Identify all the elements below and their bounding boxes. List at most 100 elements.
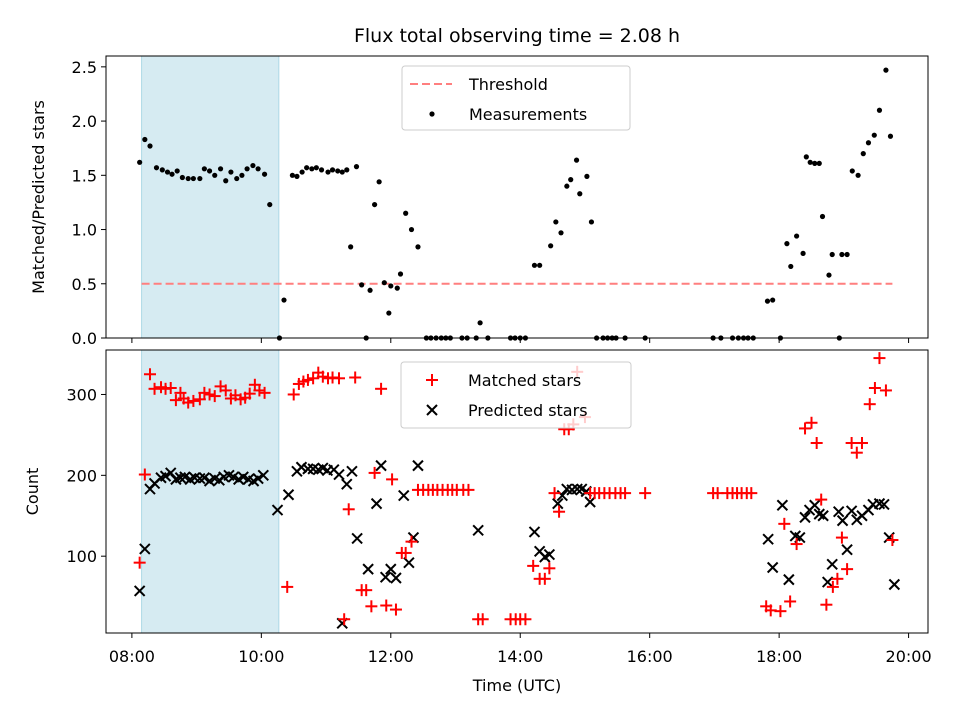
y-tick-label: 1.5 [72, 166, 97, 185]
figure-title: Flux total observing time = 2.08 h [354, 25, 680, 47]
predicted-point [333, 468, 345, 481]
x-stroke [412, 459, 424, 472]
x-stroke [873, 497, 886, 510]
y-tick-label: 2.5 [72, 58, 97, 77]
predicted-point [412, 459, 424, 472]
matched-point [187, 394, 200, 407]
predicted-point [351, 532, 363, 545]
measurement-point [153, 165, 160, 171]
x-axis-label: Time (UTC) [472, 676, 561, 695]
count-legend-box [400, 361, 632, 429]
measurement-point [564, 183, 570, 189]
predicted-point [878, 498, 890, 511]
measurement-point [353, 164, 360, 170]
ratio-y-axis-label: Matched/Predicted stars [29, 100, 48, 294]
x-stroke [776, 499, 789, 511]
measurement-point [228, 169, 234, 175]
x-tick-label: 20:00 [886, 647, 932, 666]
matched-point [368, 466, 381, 479]
measurement-point [381, 280, 387, 286]
count-axes-frame [105, 349, 929, 634]
x-stroke [362, 563, 374, 575]
matched-point [148, 382, 161, 395]
matched-point [342, 503, 355, 516]
predicted-point [198, 472, 211, 484]
measurement-point [800, 250, 806, 256]
x-stroke [821, 576, 834, 588]
measurement-point [206, 168, 213, 174]
matched-point [380, 599, 393, 612]
predicted-point [552, 497, 564, 510]
measurement-point [477, 320, 483, 326]
measurement-point [169, 171, 175, 177]
predicted-point [584, 496, 596, 508]
matched-point [389, 603, 402, 616]
measurement-point [588, 219, 595, 225]
x-stroke [346, 465, 358, 477]
x-stroke [809, 499, 821, 511]
measurement-point [147, 143, 153, 149]
x-stroke [379, 571, 392, 583]
matched-point [198, 386, 211, 399]
x-stroke [426, 404, 438, 416]
x-stroke [341, 478, 353, 490]
measurement-point [164, 169, 171, 175]
matched-point [820, 598, 833, 611]
predicted-point [571, 483, 583, 495]
measurement-point [816, 160, 822, 166]
matched-point [553, 505, 566, 518]
measurement-point [807, 159, 813, 165]
x-stroke [242, 473, 255, 486]
predicted-point [282, 489, 295, 501]
y-tick-label: 0.5 [72, 275, 97, 294]
y-tick-label: 0.0 [72, 329, 97, 348]
matched-point [805, 416, 818, 429]
x-stroke [845, 505, 858, 517]
x-stroke [398, 489, 410, 502]
x-stroke [198, 472, 211, 484]
ratio-axes-frame [105, 55, 929, 339]
matched-point [169, 394, 182, 407]
measurement-point [376, 179, 382, 185]
matched-point [538, 572, 551, 585]
matched-point [619, 487, 632, 500]
measurement-point [318, 167, 325, 173]
matched-point [855, 436, 868, 449]
predicted-point [341, 478, 353, 490]
x-stroke [271, 504, 284, 516]
x-tick-label: 18:00 [756, 647, 802, 666]
matched-point [845, 436, 858, 449]
predicted-point [271, 504, 284, 516]
matched-point [360, 584, 373, 597]
measurement-point [137, 159, 143, 165]
matched-point [543, 562, 556, 575]
matched-point [863, 398, 876, 411]
measurement-point [250, 162, 256, 169]
matched-point [365, 600, 378, 613]
x-stroke [257, 469, 269, 482]
measurement-point [359, 282, 365, 288]
matched-point [745, 487, 758, 500]
x-stroke [817, 510, 829, 522]
matched-point [144, 368, 157, 381]
measurement-point [339, 169, 345, 175]
x-stroke [307, 463, 319, 475]
predicted-point [472, 524, 484, 537]
measurement-point [185, 175, 191, 182]
legend-matched-swatch [426, 374, 438, 386]
predicted-point [375, 459, 387, 472]
ratio-panel: 0.0 0.5 1.0 1.5 2.0 2.5 Matched/Predicted sta… [29, 55, 929, 348]
x-stroke [826, 558, 838, 570]
predicted-point [379, 571, 392, 583]
count-x-ticks: 08:00 10:00 12:00 14:00 16:00 18:00 20:00 [109, 633, 932, 666]
matched-point [182, 396, 195, 409]
measurement-point [829, 251, 835, 258]
x-tick-label: 14:00 [497, 647, 543, 666]
x-tick-label: 10:00 [238, 647, 284, 666]
matched-point [790, 538, 803, 551]
matched-point [301, 373, 314, 386]
matched-point [338, 613, 351, 626]
matched-point [639, 487, 652, 500]
legend-plus-marker [426, 374, 438, 386]
measurement-point [394, 285, 400, 291]
